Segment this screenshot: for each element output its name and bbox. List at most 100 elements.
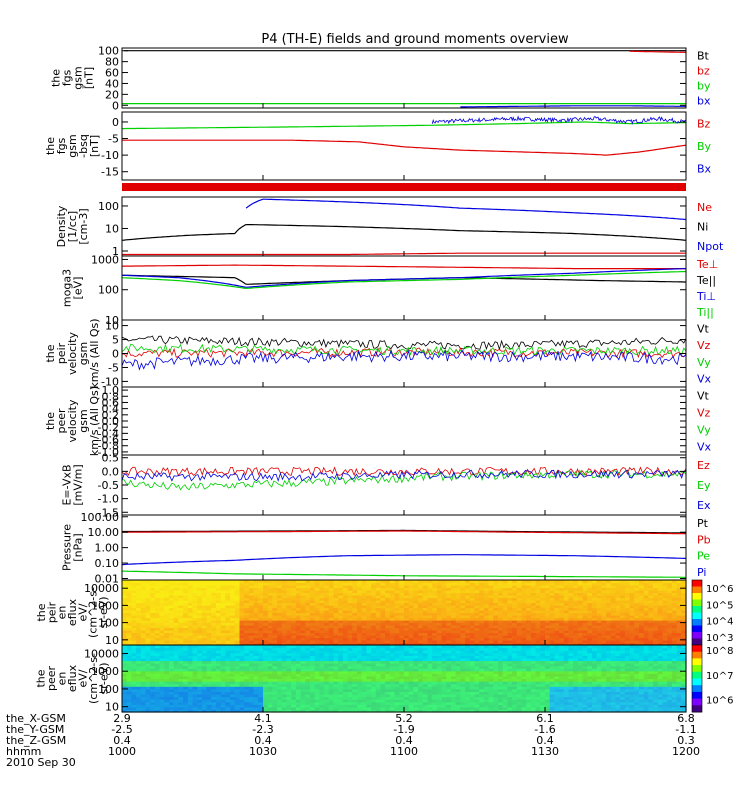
spectrogram-cell — [314, 605, 320, 609]
spectrogram-cell — [126, 625, 132, 629]
spectrogram-cell — [342, 605, 349, 609]
spectrogram-cell — [399, 595, 405, 599]
spectrogram-cell — [295, 605, 302, 609]
spectrogram-cell — [230, 600, 236, 604]
spectrogram-cell — [277, 675, 283, 680]
spectrogram-cell — [248, 625, 255, 629]
spectrogram-cell — [432, 615, 438, 619]
spectrogram-cell — [624, 632, 631, 636]
spectrogram-cell — [620, 592, 626, 596]
spectrogram-cell — [389, 627, 396, 631]
spectrogram-cell — [342, 615, 349, 619]
spectrogram-cell — [681, 610, 687, 614]
spectrogram-cell — [244, 620, 250, 624]
spectrogram-cell — [197, 701, 203, 705]
spectrogram-cell — [404, 617, 410, 621]
spectrogram-cell — [122, 580, 128, 584]
spectrogram-cell — [422, 580, 429, 584]
spectrogram-cell — [216, 688, 222, 692]
spectrogram-cell — [295, 699, 302, 703]
spectrogram-cell — [366, 635, 372, 639]
spectrogram-cell — [286, 660, 292, 664]
spectrogram-cell — [347, 670, 353, 674]
spectrogram-cell — [671, 615, 678, 619]
spectrogram-cell — [220, 663, 226, 667]
spectrogram-cell — [681, 635, 687, 639]
spectrogram-cell — [248, 699, 255, 703]
spectrogram-cell — [277, 610, 283, 614]
spectrogram-cell — [530, 597, 537, 601]
spectrogram-cell — [281, 632, 288, 636]
spectrogram-cell — [615, 605, 621, 609]
spectrogram-cell — [230, 693, 236, 698]
panel-stack: 100806040200thefgsgsm[nT]Btbzbybx0-5-10-… — [34, 45, 733, 714]
spectrogram-cell — [178, 650, 184, 654]
spectrogram-cell — [206, 610, 212, 614]
spectrogram-cell — [131, 607, 137, 611]
spectrogram-cell — [239, 580, 245, 584]
spectrogram-cell — [183, 696, 189, 700]
spectrogram-cell — [263, 582, 269, 586]
spectrogram-cell — [596, 627, 602, 631]
spectrogram-cell — [150, 652, 156, 656]
spectrogram-cell — [211, 612, 217, 616]
spectrogram-cell — [277, 590, 283, 594]
spectrogram-cell — [169, 678, 175, 682]
spectrogram-cell — [140, 647, 147, 651]
spectrogram-cell — [286, 668, 292, 672]
spectrogram-cell — [502, 622, 508, 626]
spectrogram-cell — [427, 602, 433, 606]
spectrogram-cell — [465, 612, 471, 616]
spectrogram-cell — [582, 592, 588, 596]
spectrogram-cell — [234, 704, 241, 708]
spectrogram-cell — [418, 630, 424, 634]
spectrogram-cell — [122, 704, 128, 708]
spectrogram-cell — [300, 709, 306, 713]
spectrogram-cell — [244, 696, 250, 700]
spectrogram-cell — [173, 607, 179, 611]
spectrogram-cell — [267, 699, 273, 703]
spectrogram-cell — [540, 582, 546, 586]
spectrogram-cell — [681, 625, 687, 629]
spectrogram-cell — [474, 635, 480, 639]
spectrogram-cell — [333, 605, 339, 609]
spectrogram-cell — [347, 630, 353, 634]
spectrogram-cell — [643, 605, 649, 609]
spectrogram-cell — [314, 625, 320, 629]
spectrogram-cell — [319, 686, 325, 690]
spectrogram-cell — [643, 640, 649, 644]
spectrogram-cell — [131, 582, 137, 586]
spectrogram-cell — [136, 640, 142, 644]
spectrogram-cell — [375, 706, 382, 711]
spectrogram-cell — [305, 673, 311, 677]
spectrogram-cell — [239, 655, 245, 659]
spectrogram-cell — [154, 625, 161, 629]
spectrogram-cell — [366, 701, 372, 705]
spectrogram-cell — [225, 678, 231, 682]
y-axis-label-line: [nT] — [88, 135, 101, 157]
spectrogram-cell — [347, 585, 353, 589]
series-trace-bx — [460, 105, 686, 108]
spectrogram-cell — [483, 640, 490, 644]
spectrogram-cell — [446, 632, 452, 636]
spectrogram-cell — [281, 590, 288, 594]
spectrogram-cell — [159, 683, 165, 687]
spectrogram-cell — [136, 683, 142, 687]
spectrogram-cell — [366, 686, 372, 690]
spectrogram-cell — [624, 582, 631, 586]
spectrogram-cell — [371, 637, 377, 641]
spectrogram-cell — [507, 625, 513, 629]
spectrogram-cell — [131, 691, 137, 695]
spectrogram-cell — [324, 691, 330, 695]
spectrogram-cell — [455, 585, 461, 589]
spectrogram-cell — [291, 587, 297, 591]
spectrogram-cell — [248, 580, 255, 584]
spectrogram-cell — [126, 696, 132, 700]
spectrogram-cell — [639, 630, 645, 634]
spectrogram-cell — [131, 681, 137, 685]
spectrogram-cell — [136, 686, 142, 690]
y-tick-label: -10 — [101, 149, 119, 162]
spectrogram-cell — [140, 620, 147, 624]
spectrogram-cell — [220, 640, 226, 644]
spectrogram-cell — [164, 622, 170, 626]
